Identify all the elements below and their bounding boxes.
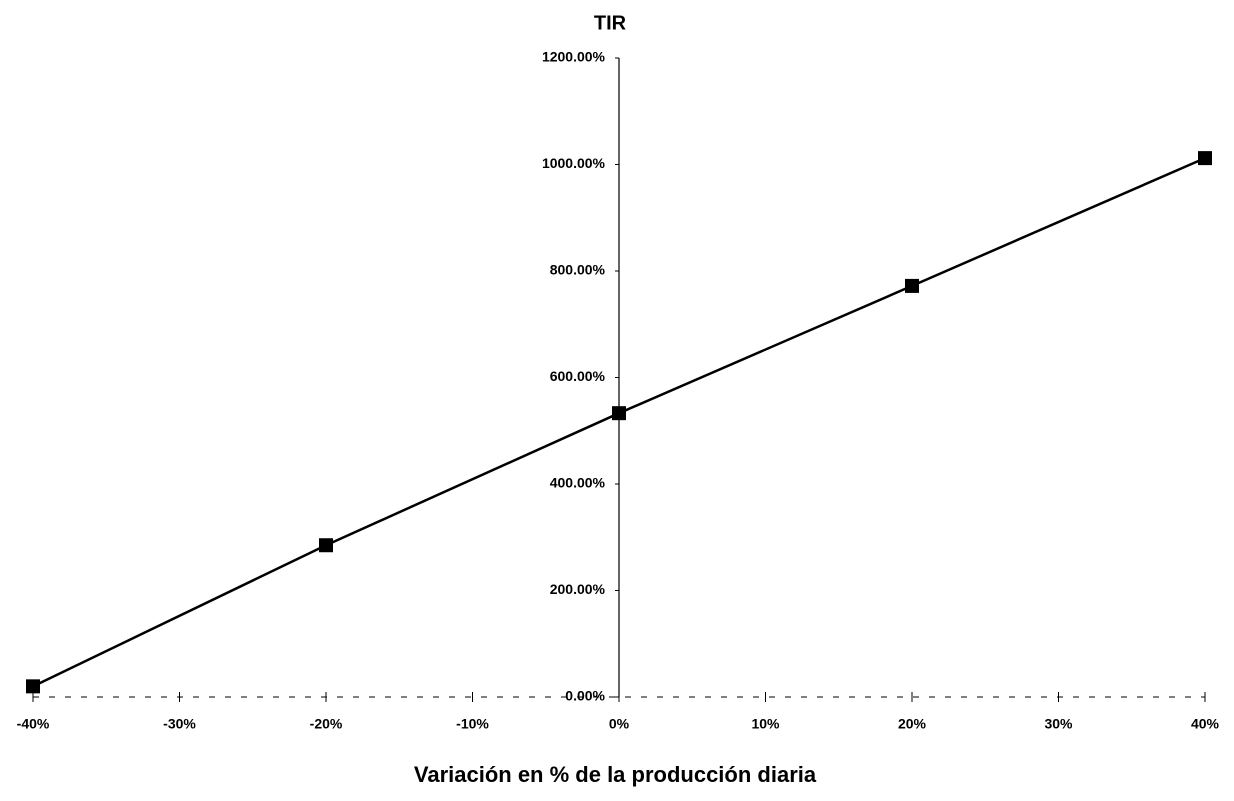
marker <box>905 278 919 293</box>
chart-title: TIR <box>594 12 627 34</box>
x-tick-label: 0% <box>609 716 630 732</box>
y-tick-label: 600.00% <box>550 368 606 384</box>
y-tick-label: 1200.00% <box>542 49 606 65</box>
marker <box>26 679 40 694</box>
x-tick-label: -10% <box>456 716 489 732</box>
y-tick-label: 1000.00% <box>542 155 606 171</box>
x-axis-label: Variación en % de la producción diaria <box>414 762 817 787</box>
x-tick-label: 10% <box>751 716 780 732</box>
marker <box>1198 151 1212 166</box>
x-tick-label: -40% <box>17 716 50 732</box>
y-tick-label: 800.00% <box>550 262 606 278</box>
y-tick-label: 200.00% <box>550 581 606 597</box>
marker <box>319 538 333 553</box>
y-tick-label: 0.00% <box>565 688 605 704</box>
x-tick-label: 40% <box>1191 716 1220 732</box>
marker <box>612 406 626 421</box>
y-tick-label: 400.00% <box>550 475 606 491</box>
x-tick-label: -30% <box>163 716 196 732</box>
x-tick-label: 30% <box>1044 716 1073 732</box>
x-tick-label: -20% <box>310 716 343 732</box>
x-tick-label: 20% <box>898 716 927 732</box>
